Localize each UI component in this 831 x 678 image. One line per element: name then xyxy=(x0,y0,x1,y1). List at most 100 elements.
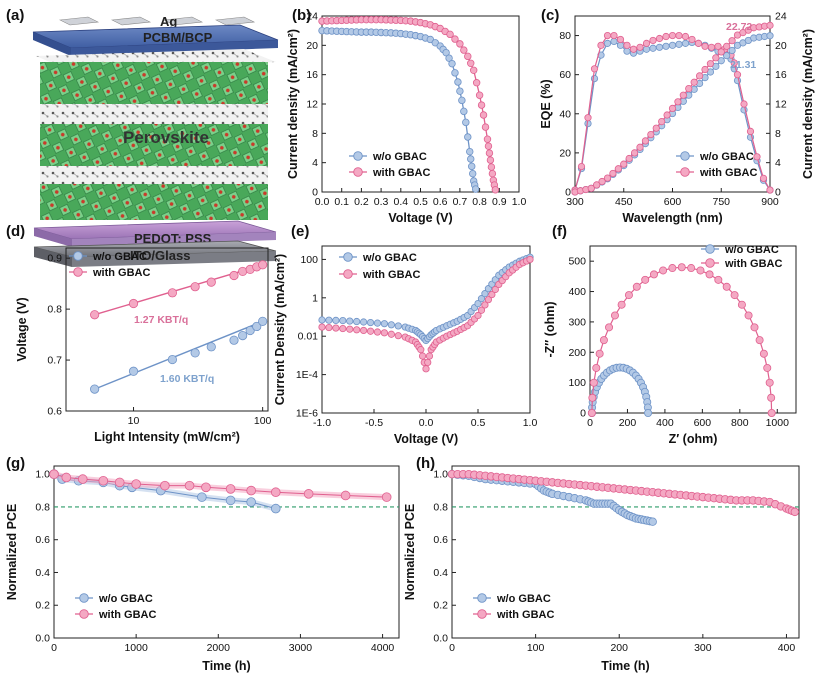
data-point xyxy=(740,100,748,108)
x-tick-label: 600 xyxy=(694,417,712,429)
y-axis-label-e: Current Density (mA/cm²) xyxy=(273,254,287,405)
data-point xyxy=(206,342,216,352)
data-point xyxy=(750,323,759,332)
y-tick-label: 80 xyxy=(559,30,571,42)
data-point xyxy=(353,317,361,326)
data-point xyxy=(61,472,72,483)
ag-electrodes xyxy=(58,16,256,26)
data-point xyxy=(424,358,432,367)
substrate-label: ITO/Glass xyxy=(130,248,190,263)
data-point xyxy=(77,474,88,484)
y-tick-label: 40 xyxy=(559,108,571,120)
y-tick-label: 60 xyxy=(559,69,571,81)
y-tick-label: 0.2 xyxy=(433,600,448,612)
data-point xyxy=(668,264,677,273)
y-tick-label: 0.6 xyxy=(47,406,62,418)
panel-label-d: (d) xyxy=(6,223,25,240)
legend-label: w/o GBAC xyxy=(699,151,754,163)
x-tick-label: 0.9 xyxy=(492,196,507,208)
legend-label: with GBAC xyxy=(92,267,150,279)
y-tick-label: 8 xyxy=(312,128,318,140)
x-tick-label: 750 xyxy=(712,196,730,208)
data-point xyxy=(90,310,100,320)
y-tick-label: 100 xyxy=(300,254,318,266)
x-tick-label: 0.5 xyxy=(471,417,486,429)
data-point xyxy=(728,46,736,55)
data-point xyxy=(270,487,281,498)
x-tick-label: 10 xyxy=(128,415,140,427)
legend-label: with GBAC xyxy=(362,269,420,281)
charts-layer: 0.0 0.1 0.2 0.3 0.4 0.5 0.6 0.7 0.8 0.9 1.00481216… xyxy=(5,7,815,673)
x-tick-label: 400 xyxy=(778,642,796,654)
data-point xyxy=(483,135,492,143)
y-axis-label-h: Normalized PCE xyxy=(403,504,417,601)
x-tick-label: 0.0 xyxy=(315,196,330,208)
x-tick-label: 400 xyxy=(656,417,674,429)
y-tick-label: 0.6 xyxy=(433,534,448,546)
data-point xyxy=(655,34,664,43)
data-point xyxy=(759,349,768,358)
legend-marker xyxy=(477,609,487,619)
x-tick-label: 200 xyxy=(619,417,637,429)
y-axis-label-right-c: Current density (mA/cm²) xyxy=(801,29,815,179)
data-point xyxy=(694,39,703,47)
x-axis-label-d: Light Intensity (mW/cm²) xyxy=(94,430,240,444)
legend-label: with GBAC xyxy=(496,609,554,621)
data-point xyxy=(380,329,388,337)
x-tick-label: 300 xyxy=(694,642,712,654)
data-point xyxy=(49,469,59,479)
data-point xyxy=(674,98,682,106)
y-tick-label: 0.6 xyxy=(35,534,50,546)
data-point xyxy=(238,266,248,277)
data-point xyxy=(462,118,470,127)
y-tick-label: 0.01 xyxy=(298,331,319,343)
chart-c: 300 450 600 750 9000204060800481216202422.72… xyxy=(539,7,815,225)
perovskite-label: Perovskite xyxy=(123,128,209,147)
fit-line-0 xyxy=(94,320,263,390)
data-point xyxy=(668,31,677,40)
data-point xyxy=(471,185,480,193)
data-point xyxy=(766,21,774,29)
data-point xyxy=(701,65,709,74)
data-point xyxy=(481,301,489,309)
data-point xyxy=(759,174,768,182)
data-point xyxy=(730,59,738,67)
data-point xyxy=(366,318,375,327)
data-point xyxy=(681,32,690,41)
legend-marker xyxy=(680,151,690,161)
data-point xyxy=(325,316,333,324)
panel-label-h: (h) xyxy=(416,455,435,472)
data-point xyxy=(744,311,753,320)
x-tick-label: 0.7 xyxy=(453,196,468,208)
legend-label: with GBAC xyxy=(699,167,757,179)
y-tick-label: 24 xyxy=(775,11,787,23)
data-point xyxy=(252,321,262,332)
data-point xyxy=(486,156,495,164)
data-point xyxy=(765,378,774,387)
x-tick-label: 800 xyxy=(731,417,749,429)
y-tick-label: 4 xyxy=(775,157,781,169)
data-point xyxy=(630,149,639,157)
y-tick-label: 0.8 xyxy=(47,304,62,316)
data-point xyxy=(632,282,641,291)
data-point xyxy=(587,408,596,417)
y-tick-label: 1.0 xyxy=(35,469,50,481)
y-tick-label: 0.4 xyxy=(433,567,448,579)
x-tick-label: 450 xyxy=(615,196,633,208)
y-tick-label: 0.7 xyxy=(47,355,62,367)
data-point xyxy=(668,104,677,113)
data-point xyxy=(373,319,382,327)
data-point xyxy=(464,52,472,61)
data-point xyxy=(464,133,472,141)
data-point xyxy=(484,296,492,304)
data-point xyxy=(346,325,354,333)
data-point xyxy=(649,270,658,279)
data-point xyxy=(746,127,755,135)
data-point xyxy=(641,275,650,284)
data-point xyxy=(589,378,598,387)
ag-label: Ag xyxy=(160,14,177,29)
legend-marker xyxy=(73,251,83,261)
data-point xyxy=(270,503,281,514)
data-point xyxy=(475,91,484,99)
data-point xyxy=(687,264,696,273)
